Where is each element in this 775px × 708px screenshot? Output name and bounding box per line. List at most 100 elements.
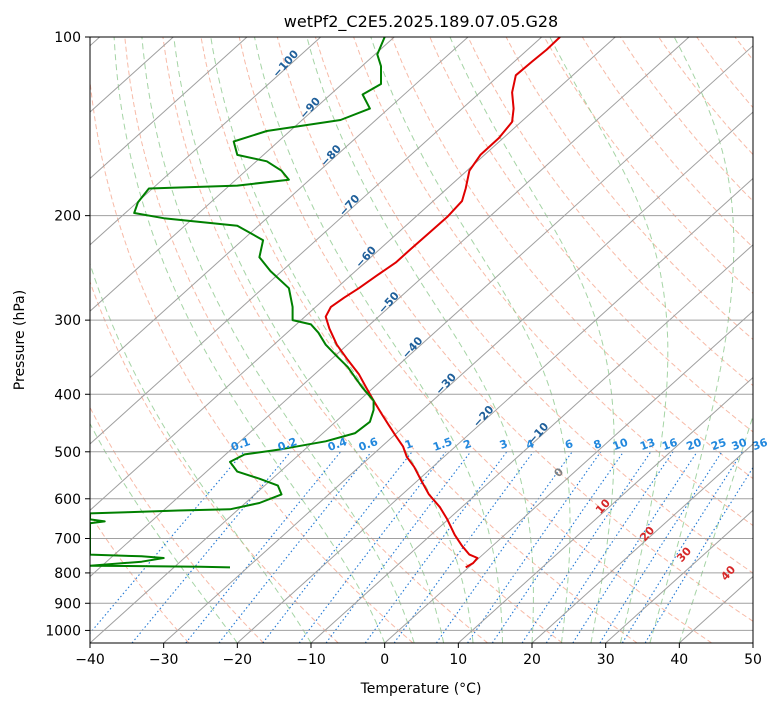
x-tick-label: 20 — [523, 652, 541, 668]
mixing-ratio-line — [364, 451, 508, 643]
mixing-ratio-label: 13 — [638, 436, 657, 453]
y-tick-label: 800 — [54, 566, 81, 582]
isotherm-line — [678, 575, 753, 643]
mixing-ratio-label: 3 — [498, 437, 510, 452]
isotherm-label: −70 — [336, 192, 362, 219]
mixing-ratio-label: 16 — [660, 436, 679, 454]
mixing-ratio-label: 4 — [524, 437, 536, 452]
mixing-ratio-label: 6 — [563, 437, 575, 452]
mixing-ratio-line — [467, 451, 602, 643]
moist-adiabat — [141, 37, 415, 643]
y-axis-label: Pressure (hPa) — [12, 290, 28, 390]
isotherm-line — [752, 642, 753, 643]
isotherm-label: −60 — [353, 243, 379, 270]
mixing-ratio-label: 10 — [611, 436, 630, 454]
mixing-ratio-label: 1.5 — [431, 435, 454, 454]
moist-adiabat — [90, 422, 238, 643]
moist-adiabat — [254, 37, 503, 643]
x-tick-label: −30 — [149, 652, 179, 668]
dry-adiabat — [467, 37, 753, 387]
background-lines — [90, 37, 753, 643]
y-tick-label: 400 — [54, 387, 81, 403]
isotherm-line — [457, 376, 753, 643]
dry-adiabat — [90, 513, 190, 643]
mixing-ratio-line — [545, 451, 674, 643]
dry-adiabat — [90, 76, 414, 643]
x-tick-label: −40 — [75, 652, 105, 668]
moist-adiabat — [649, 37, 735, 643]
profile-lines — [90, 37, 561, 569]
dry-adiabat — [429, 37, 753, 433]
moist-adiabat-label: 20 — [637, 524, 657, 544]
y-tick-label: 1000 — [45, 623, 81, 639]
mixing-ratio-line — [491, 451, 624, 643]
moist-adiabat — [173, 37, 445, 643]
mixing-ratio-label: 2 — [462, 437, 474, 452]
dry-adiabat — [200, 37, 638, 643]
dry-adiabat — [620, 37, 753, 202]
dry-adiabat — [543, 37, 753, 295]
isotherm-line — [90, 37, 395, 312]
dry-adiabat — [276, 37, 753, 622]
moist-adiabat — [113, 37, 386, 643]
isotherm-line — [90, 37, 248, 180]
mixing-ratio-line — [218, 451, 372, 643]
dewpoint-profile-line — [90, 37, 386, 569]
moist-adiabat — [449, 37, 615, 643]
y-tick-label: 500 — [54, 445, 81, 461]
mixing-ratio-label: 1 — [403, 437, 415, 452]
x-tick-label: −10 — [296, 652, 326, 668]
mixing-ratio-line — [131, 451, 292, 643]
isotherm-line — [236, 177, 753, 643]
isotherm-line — [384, 310, 753, 643]
mixing-ratio-line — [325, 451, 472, 643]
y-tick-label: 200 — [54, 209, 81, 225]
isotherm-line — [90, 37, 322, 246]
isotherm-label: −30 — [433, 370, 459, 397]
mixing-ratio-label: 0.1 — [229, 435, 252, 454]
x-axis-label: Temperature (°C) — [360, 681, 482, 697]
isotherm-line — [90, 37, 690, 578]
dry-adiabat — [505, 37, 753, 341]
dry-adiabat — [353, 37, 753, 527]
y-tick-label: 300 — [54, 313, 81, 329]
isotherm-label: −90 — [297, 94, 323, 121]
mixing-ratio-line — [185, 451, 342, 643]
moist-adiabat-label: 0 — [552, 465, 567, 480]
y-tick-label: 900 — [54, 596, 81, 612]
x-tick-label: 50 — [744, 652, 762, 668]
isotherm-line — [163, 111, 753, 643]
dry-adiabat — [124, 37, 488, 643]
isotherm-label: −100 — [270, 47, 301, 80]
mixing-ratio-label: 8 — [592, 437, 604, 452]
mixing-ratio-line — [599, 451, 723, 643]
isotherm-label: −80 — [318, 142, 344, 169]
mixing-ratio-line — [435, 451, 573, 643]
x-tick-label: 30 — [597, 652, 615, 668]
dry-adiabat — [238, 37, 712, 643]
isotherm-line — [90, 37, 543, 445]
x-tick-label: −20 — [223, 652, 253, 668]
isotherm-line — [90, 37, 469, 379]
mixing-ratio-label: 0.4 — [326, 435, 349, 454]
moist-adiabat — [549, 37, 669, 643]
isotherm-label: −50 — [376, 289, 402, 316]
mixing-ratio-line — [90, 451, 245, 635]
moist-adiabat-label: 30 — [674, 544, 694, 564]
isotherm-label: −10 — [525, 420, 551, 447]
x-tick-label: 0 — [380, 652, 389, 668]
mixing-ratio-label: 0.6 — [357, 435, 380, 454]
mixing-ratio-label: 36 — [751, 436, 770, 454]
moist-adiabat — [370, 37, 571, 643]
isotherm-label: −40 — [399, 334, 425, 361]
mixing-ratio-line — [572, 451, 698, 643]
mixing-ratio-label: 0.2 — [276, 435, 299, 454]
y-tick-label: 100 — [54, 30, 81, 46]
mixing-ratio-label: 25 — [709, 436, 728, 453]
mixing-ratio-label: 30 — [730, 436, 749, 454]
dry-adiabat — [90, 406, 264, 643]
y-tick-label: 700 — [54, 532, 81, 548]
dry-adiabat — [391, 37, 753, 480]
moist-adiabat-label: 40 — [718, 563, 738, 583]
mixing-ratio-line — [262, 451, 413, 643]
